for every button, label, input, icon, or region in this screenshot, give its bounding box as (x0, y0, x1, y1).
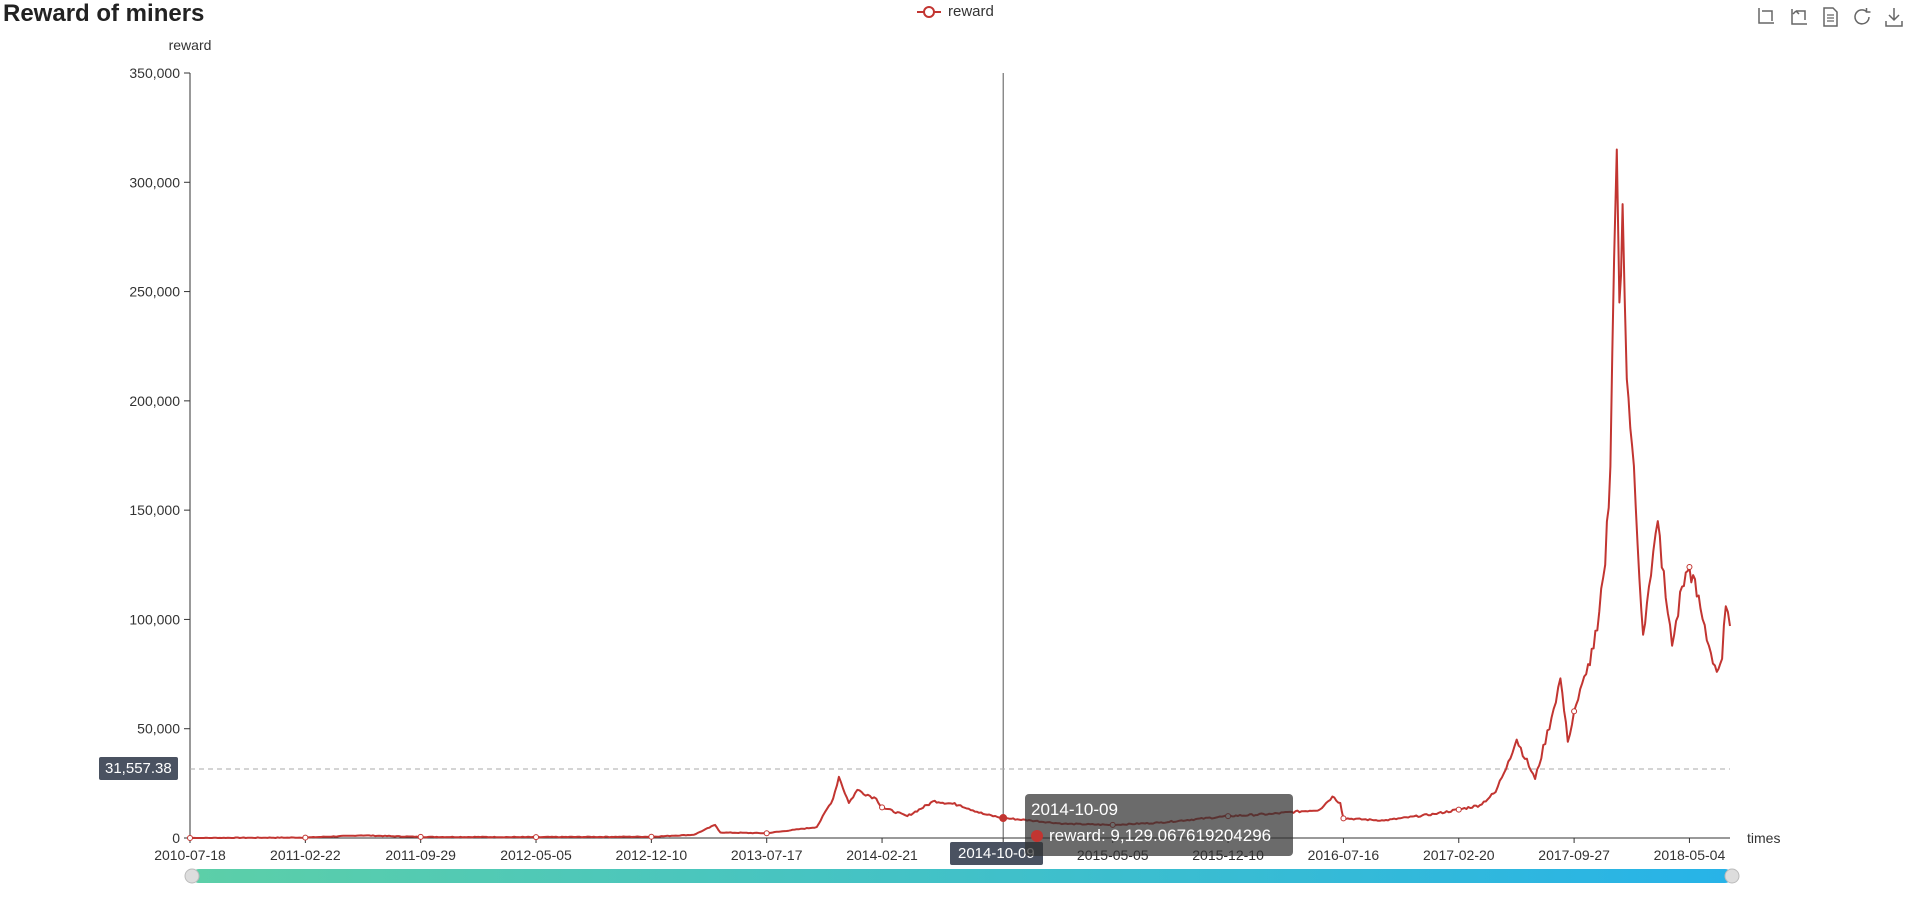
y-tick-label: 100,000 (129, 611, 180, 627)
x-tick-label: 2011-02-22 (270, 847, 341, 863)
y-tick-label: 350,000 (129, 65, 180, 81)
x-axis: 2010-07-18 2011-02-22 2011-09-29 2012-05-05… (154, 837, 1730, 863)
restore-icon[interactable] (1851, 6, 1873, 28)
x-tick-label: 2017-09-27 (1538, 847, 1610, 863)
x-tick-label: 2018-05-04 (1654, 847, 1726, 863)
legend-item-reward[interactable]: reward (917, 3, 994, 20)
data-zoom-handle-left[interactable] (184, 868, 200, 884)
save-image-icon[interactable] (1883, 6, 1905, 28)
x-tick-label: 2010-07-18 (154, 847, 226, 863)
x-tick-label: 2017-02-20 (1423, 847, 1495, 863)
y-tick-label: 250,000 (129, 284, 180, 300)
data-point[interactable] (1455, 806, 1462, 813)
data-point[interactable] (417, 833, 424, 840)
zoom-icon[interactable] (1755, 6, 1777, 28)
toolbox (1755, 6, 1905, 28)
tooltip-series-dot (1031, 830, 1043, 842)
tooltip: 2014-10-09 reward: 9,129.067619204296 (1025, 794, 1293, 856)
data-point[interactable] (1686, 563, 1693, 570)
series-line-reward (190, 148, 1731, 839)
zoom-reset-icon[interactable] (1787, 6, 1809, 28)
data-point[interactable] (763, 830, 770, 837)
x-pointer-label: 2014-10-09 (950, 842, 1043, 865)
x-tick-label: 2014-02-21 (846, 847, 918, 863)
data-point[interactable] (648, 833, 655, 840)
x-tick-label: 2016-07-16 (1308, 847, 1380, 863)
y-axis: 0 50,000 100,000 150,000 200,000 250,000 300,0… (129, 65, 191, 846)
y-axis-label: reward (169, 37, 212, 53)
data-zoom-handle-right[interactable] (1724, 868, 1740, 884)
data-point[interactable] (187, 835, 193, 841)
tooltip-date: 2014-10-09 (1031, 800, 1118, 819)
data-zoom-slider[interactable] (184, 868, 1740, 884)
y-tick-label: 0 (172, 830, 180, 846)
data-zoom-track[interactable] (192, 869, 1732, 883)
x-tick-label: 2012-12-10 (616, 847, 688, 863)
x-tick-label: 2011-09-29 (385, 847, 456, 863)
legend-line-circle-icon (917, 5, 941, 18)
chart-title: Reward of miners (3, 0, 205, 27)
data-point[interactable] (1340, 815, 1347, 822)
data-point[interactable] (533, 834, 540, 841)
series-reward (187, 148, 1731, 841)
data-point[interactable] (1571, 708, 1578, 715)
y-tick-label: 300,000 (129, 174, 180, 190)
x-tick-label: 2013-07-17 (731, 847, 803, 863)
y-pointer-label: 31,557.38 (99, 757, 178, 780)
data-point-hovered[interactable] (999, 814, 1008, 823)
y-tick-label: 200,000 (129, 393, 180, 409)
x-tick-label: 2012-05-05 (500, 847, 572, 863)
legend-label: reward (948, 3, 994, 20)
tooltip-value: reward: 9,129.067619204296 (1049, 826, 1272, 845)
data-point[interactable] (302, 834, 309, 841)
y-tick-label: 50,000 (137, 721, 180, 737)
data-point[interactable] (879, 804, 886, 811)
x-axis-label: times (1747, 830, 1780, 846)
y-tick-label: 150,000 (129, 502, 180, 518)
data-view-icon[interactable] (1819, 6, 1841, 28)
